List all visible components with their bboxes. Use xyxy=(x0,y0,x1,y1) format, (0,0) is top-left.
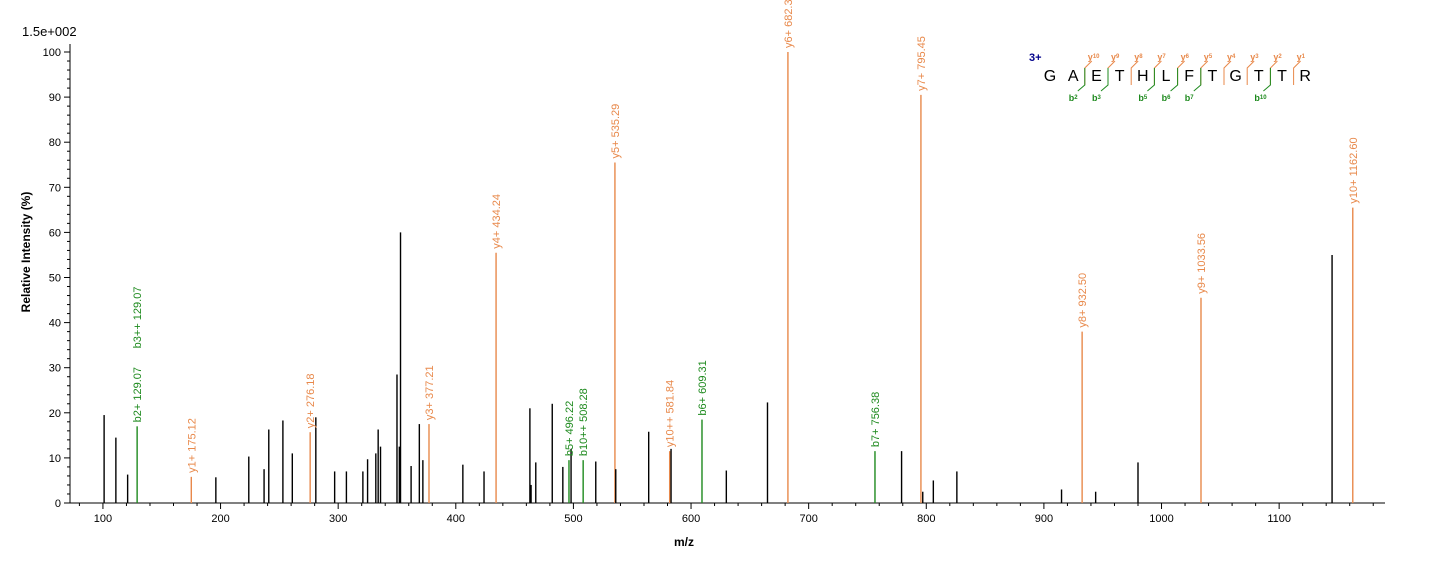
y-ion-marker: y10 xyxy=(1088,52,1100,62)
sequence-residue: E xyxy=(1091,68,1102,85)
x-axis-title: m/z xyxy=(674,535,694,549)
y-tick-label: 70 xyxy=(49,182,61,194)
y-ion-label: y10++ 581.84 xyxy=(665,380,677,447)
x-tick-label: 500 xyxy=(564,513,582,525)
y-tick-label: 20 xyxy=(49,408,61,420)
b-ion-label: b5+ 496.22 xyxy=(564,401,576,456)
y-ion-label: y6+ 682.37 xyxy=(783,0,795,48)
b-ion-label: b2+ 129.07 xyxy=(132,367,144,422)
axes: 0 10 20 30 40 50 60 70 80 90 100 100 200 300 400 500 600… xyxy=(43,44,1385,525)
sequence-residue: R xyxy=(1299,68,1311,85)
b-ion-label: b6+ 609.31 xyxy=(697,360,709,415)
y-ion-label: y4+ 434.24 xyxy=(491,194,503,249)
x-tick-label: 900 xyxy=(1035,513,1053,525)
y-ion-marker: y7 xyxy=(1157,52,1166,62)
b-ion-marker: b2 xyxy=(1069,93,1079,103)
y-tick-label: 90 xyxy=(49,92,61,104)
y-tick-label: 100 xyxy=(43,47,61,59)
y-ion-cleavage-mark xyxy=(1153,60,1162,85)
b-ion-cleavage-mark xyxy=(1077,68,1086,92)
y-ion-marker: y5 xyxy=(1204,52,1213,62)
y-tick-label: 30 xyxy=(49,363,61,375)
sequence-residue: T xyxy=(1277,68,1287,85)
y-tick-label: 80 xyxy=(49,137,61,149)
y-tick-label: 40 xyxy=(49,318,61,330)
y-ion-marker: y9 xyxy=(1111,52,1120,62)
x-tick-label: 800 xyxy=(917,513,935,525)
y-ion-marker: y2 xyxy=(1273,52,1282,62)
b-ion-marker: b5 xyxy=(1138,93,1148,103)
y-ion-marker: y8 xyxy=(1134,52,1143,62)
y-tick-label: 50 xyxy=(49,273,61,285)
y-ion-cleavage-mark xyxy=(1293,60,1301,85)
y-ion-marker: y3 xyxy=(1250,52,1259,62)
b-ion-marker: b3 xyxy=(1092,93,1102,103)
y-ion-label: y7+ 795.45 xyxy=(916,36,928,91)
x-tick-label: 100 xyxy=(94,513,112,525)
y-ion-cleavage-mark xyxy=(1246,60,1255,85)
x-tick-label: 1000 xyxy=(1149,513,1173,525)
b-ion-label: b10++ 508.28 xyxy=(578,388,590,456)
b-ion-cleavage-mark xyxy=(1147,68,1155,92)
sequence-residue: L xyxy=(1162,68,1171,85)
y-ion-marker: y1 xyxy=(1297,52,1306,62)
x-tick-label: 700 xyxy=(799,513,817,525)
y-ion-label: y8+ 932.50 xyxy=(1077,273,1089,328)
y-ion-label: y1+ 175.12 xyxy=(186,418,198,473)
b-ion-marker: b7 xyxy=(1185,93,1195,103)
b-ion-label: b3++ 129.07 xyxy=(132,287,144,349)
y-ion-label: y5+ 535.29 xyxy=(610,104,622,159)
y-ion-cleavage-mark xyxy=(1130,60,1139,85)
y-ion-marker: y4 xyxy=(1227,52,1236,62)
peak-labels: b2+ 129.07 b3++ 129.07 y1+ 175.12 y2+ 276.1… xyxy=(132,0,1360,473)
peaks xyxy=(103,52,1354,503)
sequence-residue: A xyxy=(1068,68,1079,85)
sequence-residue: G xyxy=(1229,68,1241,85)
sequence-residue: T xyxy=(1208,68,1218,85)
x-tick-label: 200 xyxy=(211,513,229,525)
b-ion-cleavage-mark xyxy=(1100,68,1109,92)
b-ion-marker: b6 xyxy=(1162,93,1172,103)
b-ion-cleavage-mark xyxy=(1193,68,1202,92)
b-ion-cleavage-mark xyxy=(1170,68,1179,92)
b-ion-cleavage-mark xyxy=(1263,68,1271,92)
x-tick-label: 300 xyxy=(329,513,347,525)
y-ion-label: y9+ 1033.56 xyxy=(1196,233,1208,294)
sequence-residue: F xyxy=(1184,68,1194,85)
y-tick-label: 10 xyxy=(49,453,61,465)
y-ion-label: y3+ 377.21 xyxy=(424,365,436,420)
y-axis-title: Relative Intensity (%) xyxy=(19,192,33,313)
sequence-residue: H xyxy=(1137,68,1149,85)
y-ion-label: y10+ 1162.60 xyxy=(1348,137,1360,203)
y-tick-label: 0 xyxy=(55,498,61,510)
y-ion-label: y2+ 276.18 xyxy=(305,373,317,428)
b-ion-label: b7+ 756.38 xyxy=(870,392,882,447)
sequence-residue: G xyxy=(1044,68,1056,85)
sequence-residue: T xyxy=(1115,68,1125,85)
y-ion-cleavage-mark xyxy=(1223,60,1232,85)
x-tick-label: 400 xyxy=(447,513,465,525)
x-tick-label: 1100 xyxy=(1267,513,1291,525)
sequence-residue: T xyxy=(1254,68,1264,85)
intensity-scale-label: 1.5e+002 xyxy=(22,24,77,39)
y-ion-marker: y6 xyxy=(1181,52,1190,62)
x-tick-label: 600 xyxy=(682,513,700,525)
b-ion-marker: b10 xyxy=(1254,93,1267,103)
y-tick-label: 60 xyxy=(49,227,61,239)
charge-state: 3+ xyxy=(1029,52,1042,64)
